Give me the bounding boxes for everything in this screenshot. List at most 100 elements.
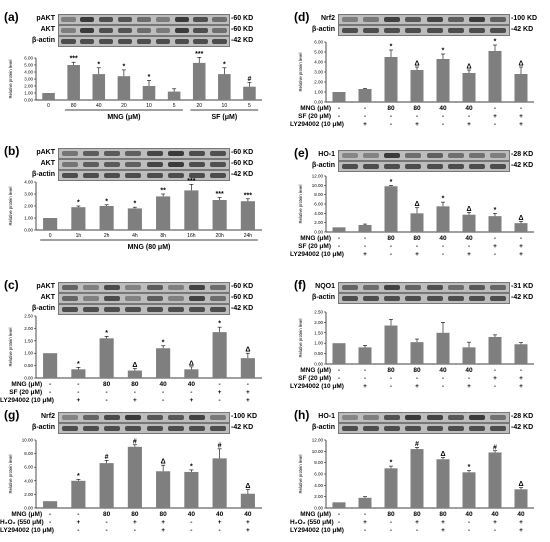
blot-band [447,296,464,301]
western-blot-strip [338,25,510,36]
bar [43,353,58,378]
blot-band [61,426,78,431]
treatment-cell: 40 [465,367,473,374]
bar [240,493,255,508]
treatment-cell: - [133,527,136,534]
panel-e: (e) HO-1 -28 KD β-actin -42 KD Relative prote… [290,140,550,270]
significance-mark: # [105,454,109,461]
blot-band [212,39,227,44]
y-tick-label: 0.00 [24,506,33,511]
y-tick-label: 3.00 [314,70,323,75]
significance-mark: * [123,63,126,70]
blot-band [384,426,401,431]
treatment-cell: - [493,235,497,242]
blot-band [469,426,486,431]
treatment-cell: - [49,527,52,534]
bar [514,344,528,364]
blot-band [210,162,227,167]
treatment-cell: - [363,367,367,374]
molecular-weight-label: -42 KD [511,424,534,431]
bar [462,214,476,232]
x-tick-label: 20h [215,233,224,239]
y-tick-label: 4.00 [314,60,323,65]
western-blot-strip [58,304,230,315]
blot-band [189,151,206,156]
blot-band [189,173,206,178]
molecular-weight-label: -28 KD [511,413,534,420]
bar [436,59,450,102]
blot-band [447,153,464,158]
blot-band [490,415,507,420]
blot-name: AKT [40,26,55,33]
blot-band [490,153,507,158]
bar [184,190,199,230]
y-tick-label: 4.00 [314,211,323,216]
bar [436,459,450,508]
significance-mark: * [105,198,108,205]
blot-band [125,296,142,301]
treatment-cell: + [493,243,497,250]
y-tick-label: 10.00 [22,438,34,443]
treatment-cell: - [441,121,445,128]
western-blot-strip [338,161,510,172]
blot-band [469,28,486,33]
treatment-cell: + [467,121,471,128]
significance-mark: # [415,441,419,448]
significance-mark: *** [187,178,195,185]
treatment-cell: - [363,527,367,534]
y-tick-label: 2.00 [24,492,33,497]
treatment-cell: 80 [439,511,447,518]
treatment-cell: - [218,527,221,534]
blot-band [189,296,206,301]
y-tick-label: 1.00 [24,351,33,356]
blot-band [125,285,142,290]
y-tick-label: 5.00 [24,63,33,68]
bar [71,369,86,378]
treatment-row-label: SF (20 μM) [298,113,331,120]
treatment-cell: - [162,397,165,404]
treatment-cell: - [493,105,497,112]
treatment-cell: - [337,251,341,258]
blot-band [146,151,163,156]
treatment-cell: - [389,251,393,258]
blot-band [341,296,358,301]
bar [99,338,114,378]
bar [240,201,255,230]
treatment-row-label: LY294002 (10 μM) [290,121,344,128]
blot-band [212,17,227,22]
blot-band [384,153,401,158]
treatment-cell: - [363,375,367,382]
blot-band [155,39,171,44]
y-axis-label: Relative protein level [298,184,303,223]
panel-d: (d) Nrf2 -100 KD β-actin -42 KD Relative prot… [290,0,550,140]
treatment-cell: - [77,511,80,518]
blot-band [61,307,78,312]
blot-band [80,39,95,44]
treatment-cell: - [77,527,80,534]
molecular-weight-label: -60 KD [231,15,254,22]
y-axis-label: Relative protein level [298,454,303,493]
molecular-weight-label: -60 KD [231,294,254,301]
treatment-row-label: MNG (μM) [11,511,43,518]
treatment-cell: - [105,527,108,534]
treatment-cell: + [217,519,222,526]
treatment-cell: + [161,527,166,534]
y-axis-label: Relative protein level [8,454,13,493]
blot-band [61,28,76,33]
bar [71,207,86,230]
blot-band [405,426,422,431]
panel-h: (h) HO-1 -28 KD β-actin -42 KD Relative prote… [290,400,550,542]
y-tick-label: 2.00 [314,320,323,325]
bar [212,458,227,508]
treatment-cell: - [467,375,471,382]
blot-band [117,39,133,44]
significance-mark: Δ [466,64,471,71]
treatment-cell: - [337,105,341,112]
treatment-cell: - [441,383,445,390]
treatment-row-label: MNG (μM) [300,511,331,518]
treatment-cell: - [246,381,249,388]
bar [514,489,528,508]
treatment-cell: - [467,519,471,526]
y-axis-label: Relative protein level [298,318,303,357]
y-tick-label: 4.00 [24,180,33,185]
